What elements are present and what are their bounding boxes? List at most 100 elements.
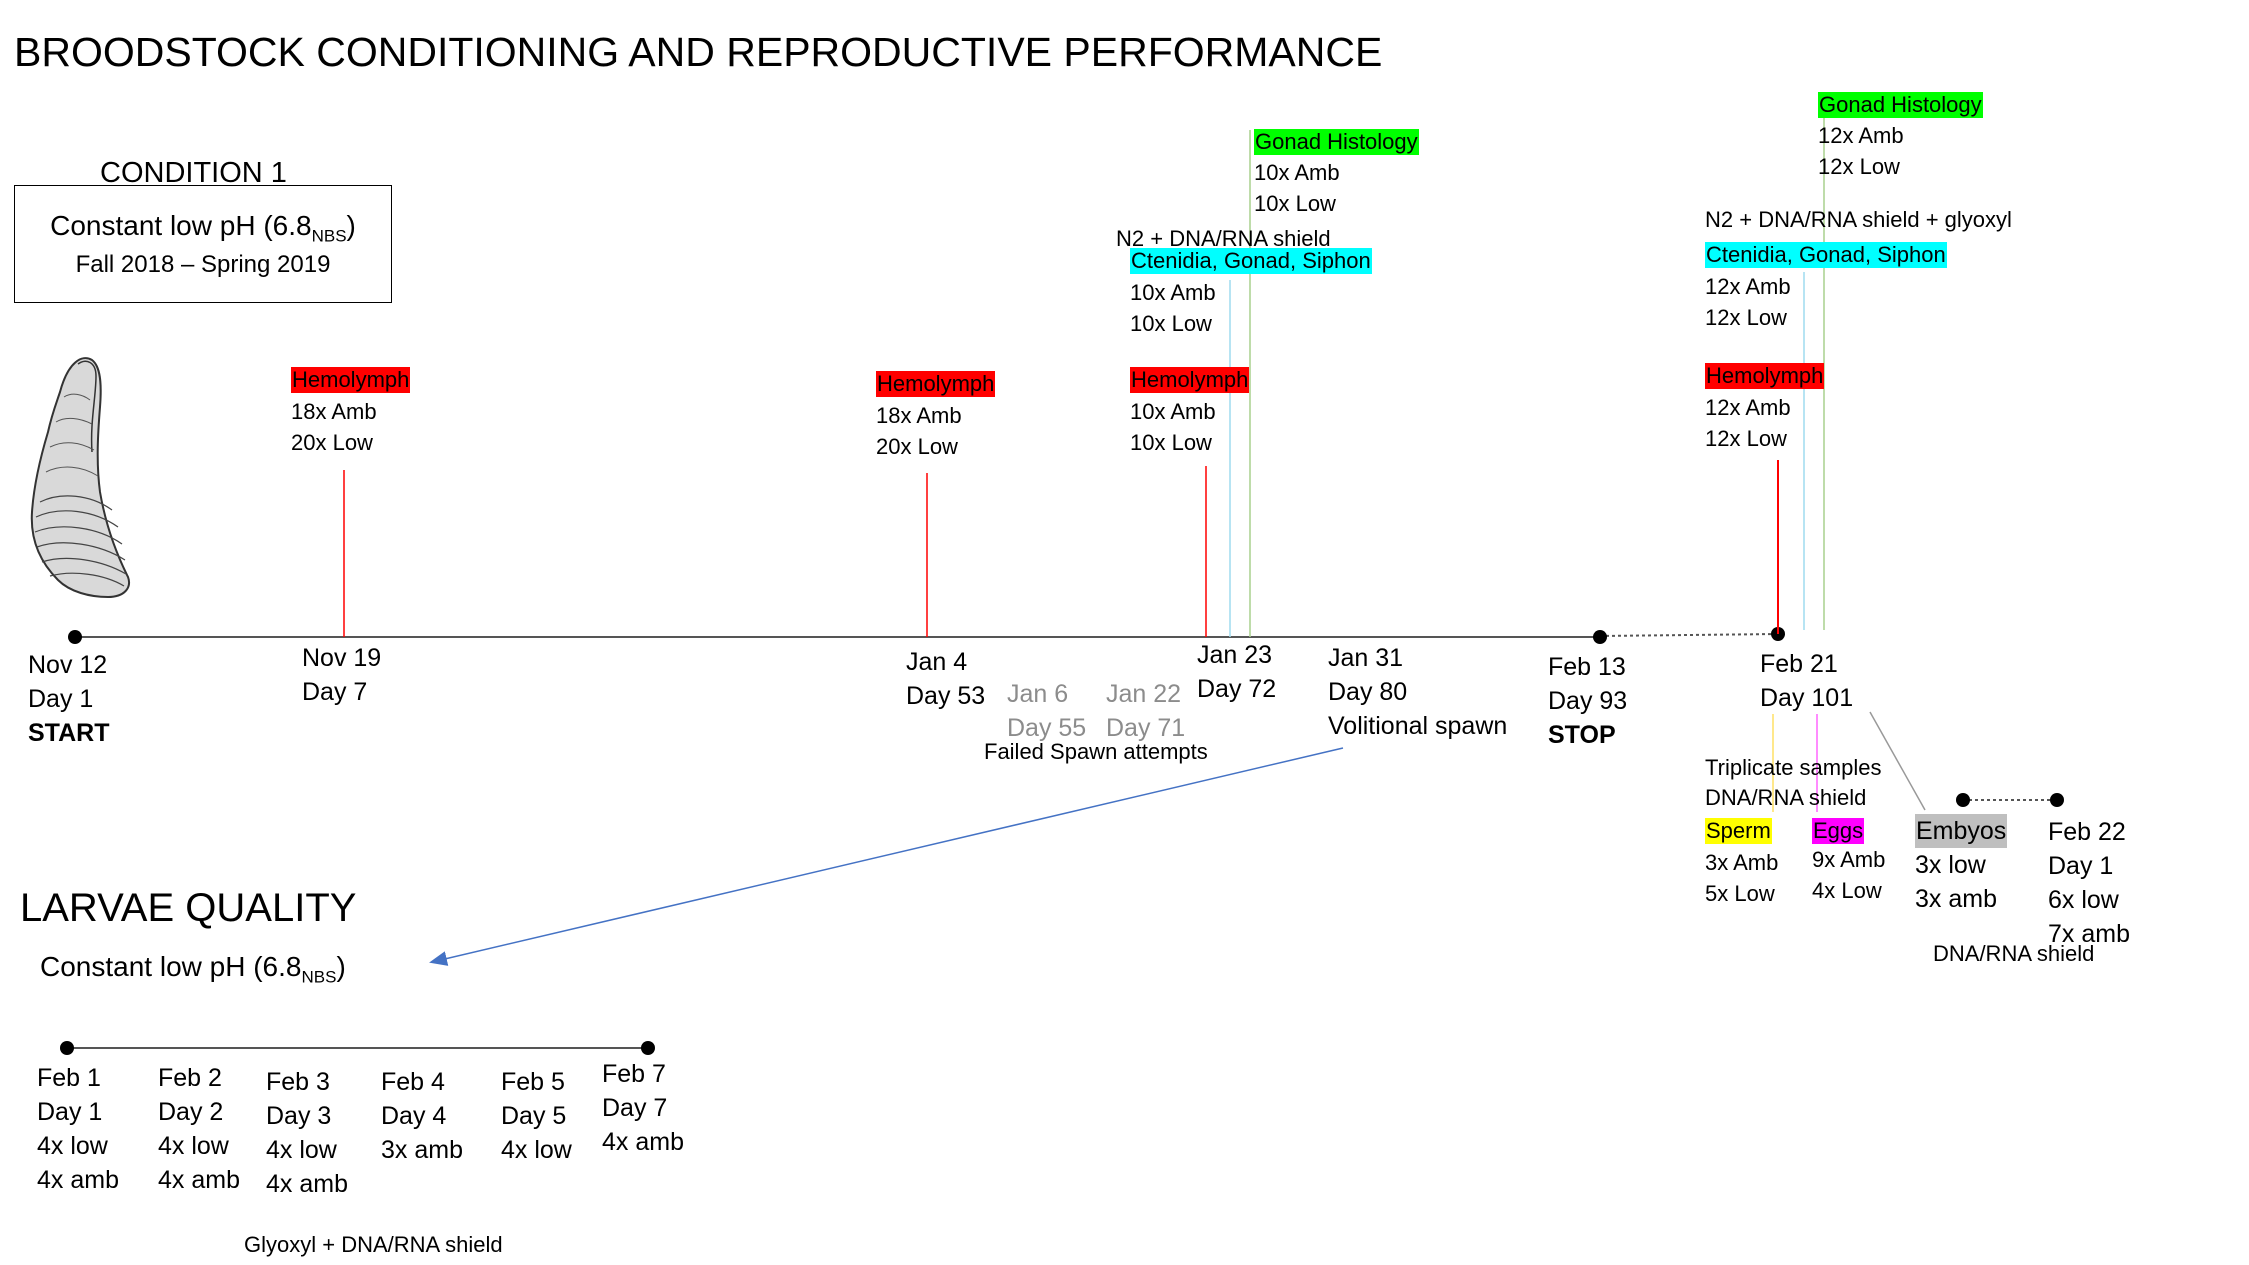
clam-shell-image xyxy=(30,357,130,599)
feb22-samples: Feb 22 Day 1 6x low 7x amb xyxy=(2048,815,2130,951)
sample-count: 10x Low xyxy=(1130,430,1212,455)
larvae-end-dot xyxy=(641,1041,655,1055)
sample-count: 9x Amb xyxy=(1812,847,1886,872)
timeline-label-jan4: Jan 4 Day 53 xyxy=(906,645,985,713)
timeline-label-nov19: Nov 19 Day 7 xyxy=(302,641,381,709)
day-label: Day 1 xyxy=(37,1098,103,1126)
sample-count: 7x amb xyxy=(2048,920,2130,948)
sample-count: 20x Low xyxy=(291,430,373,455)
sample-count: 12x Low xyxy=(1818,154,1900,179)
spawn-to-larvae-arrow xyxy=(429,747,1344,966)
day-label: Day 55 xyxy=(1007,714,1087,742)
sample-count: 12x Low xyxy=(1705,305,1787,330)
sample-count: 12x Amb xyxy=(1818,123,1904,148)
hemolymph-label: Hemolymph xyxy=(1705,363,1825,389)
sample-count: 10x Low xyxy=(1130,311,1212,336)
sample-count: 10x Low xyxy=(1254,191,1336,216)
larvae-day-feb2: Feb 2 Day 2 4x low 4x amb xyxy=(158,1061,240,1197)
condition-period: Fall 2018 – Spring 2019 xyxy=(75,250,331,278)
day-label: Day 53 xyxy=(906,682,986,710)
date-label: Jan 31 xyxy=(1328,644,1404,672)
embryos-connector xyxy=(1869,711,1926,811)
sample-count: 18x Amb xyxy=(291,399,377,424)
timeline-label-nov12: Nov 12 Day 1 START xyxy=(28,648,109,750)
larvae-heading: LARVAE QUALITY xyxy=(20,886,357,930)
sample-count: 3x Amb xyxy=(1705,850,1779,875)
nov19-hemolymph-sample: Hemolymph 18x Amb 20x Low xyxy=(291,367,411,456)
sample-count: 4x low xyxy=(158,1132,229,1160)
sample-count: 4x amb xyxy=(158,1166,240,1194)
date-label: Nov 19 xyxy=(302,644,382,672)
stop-label: STOP xyxy=(1548,721,1616,749)
condition-treatment-sub: NBS xyxy=(311,226,347,246)
sample-count: 6x low xyxy=(2048,886,2119,914)
date-label: Feb 5 xyxy=(501,1068,565,1096)
day-label: Day 101 xyxy=(1760,684,1854,712)
date-label: Feb 2 xyxy=(158,1064,222,1092)
spawn-samples-header: Triplicate samples DNA/RNA shield xyxy=(1705,753,1881,813)
sample-count: 10x Amb xyxy=(1130,280,1216,305)
date-label: Feb 22 xyxy=(2048,818,2126,846)
hemolymph-label: Hemolymph xyxy=(1130,367,1250,393)
sample-count: 12x Low xyxy=(1705,426,1787,451)
day-label: Day 71 xyxy=(1106,714,1186,742)
eggs-sample: Eggs 9x Amb 4x Low xyxy=(1812,818,1885,904)
sample-count: 12x Amb xyxy=(1705,395,1791,420)
jan4-hemolymph-sample: Hemolymph 18x Amb 20x Low xyxy=(876,371,996,460)
sperm-label: Sperm xyxy=(1705,818,1772,844)
feb22-dot xyxy=(2050,793,2064,807)
sample-count: 4x Low xyxy=(1812,878,1882,903)
header-line: Triplicate samples xyxy=(1705,755,1882,780)
sample-count: 3x amb xyxy=(1915,885,1997,913)
larvae-day-feb5: Feb 5 Day 5 4x low xyxy=(501,1065,572,1167)
sample-count: 10x Amb xyxy=(1130,399,1216,424)
failed-spawn-label: Failed Spawn attempts xyxy=(984,739,1208,764)
timeline-label-jan6: Jan 6 Day 55 xyxy=(1007,677,1086,745)
hemolymph-label: Hemolymph xyxy=(876,371,996,397)
sample-count: 18x Amb xyxy=(876,403,962,428)
tissue-label: Ctenidia, Gonad, Siphon xyxy=(1705,242,1947,268)
larvae-treatment: Constant low pH (6.8NBS) xyxy=(40,951,346,994)
start-label: START xyxy=(28,719,110,747)
day-label: Day 1 xyxy=(28,685,94,713)
sample-count: 4x amb xyxy=(266,1170,348,1198)
day-label: Day 93 xyxy=(1548,687,1628,715)
day-label: Day 3 xyxy=(266,1102,332,1130)
sample-count: 4x amb xyxy=(602,1128,684,1156)
eggs-label: Eggs xyxy=(1812,818,1865,844)
embryo-shield-note: DNA/RNA shield xyxy=(1933,941,2095,966)
day-label: Day 2 xyxy=(158,1098,224,1126)
sample-count: 5x Low xyxy=(1705,881,1775,906)
larvae-treatment-sub: NBS xyxy=(301,967,337,987)
timeline-label-feb13: Feb 13 Day 93 STOP xyxy=(1548,650,1627,752)
condition-box: Constant low pH (6.8NBS) Fall 2018 – Spr… xyxy=(14,185,392,303)
date-label: Jan 4 xyxy=(906,648,968,676)
day-label: Day 7 xyxy=(602,1094,668,1122)
timeline-label-feb21: Feb 21 Day 101 xyxy=(1760,647,1853,715)
larvae-treatment-prefix: Constant low pH (6.8 xyxy=(40,951,302,982)
header-line: DNA/RNA shield xyxy=(1705,785,1867,810)
sample-count: 10x Amb xyxy=(1254,160,1340,185)
day-label: Day 4 xyxy=(381,1102,447,1130)
sample-count: 12x Amb xyxy=(1705,274,1791,299)
day-label: Day 80 xyxy=(1328,678,1408,706)
date-label: Feb 3 xyxy=(266,1068,330,1096)
timeline-label-jan31: Jan 31 Day 80 Volitional spawn xyxy=(1328,641,1507,743)
sample-count: 4x low xyxy=(266,1136,337,1164)
sample-count: 4x low xyxy=(501,1136,572,1164)
event-label: Volitional spawn xyxy=(1328,712,1508,740)
condition-heading: CONDITION 1 xyxy=(100,157,287,189)
day-label: Day 1 xyxy=(2048,852,2114,880)
date-label: Jan 23 xyxy=(1197,641,1273,669)
post-stop-dotted-line xyxy=(1599,633,1779,637)
day-label: Day 72 xyxy=(1197,675,1277,703)
jan23-tissue-sample: Ctenidia, Gonad, Siphon 10x Amb 10x Low xyxy=(1130,248,1372,337)
jan23-hemolymph-sample: Hemolymph 10x Amb 10x Low xyxy=(1130,367,1250,456)
feb21-gonad-histology-sample: Gonad Histology 12x Amb 12x Low xyxy=(1818,92,1983,180)
page-title: BROODSTOCK CONDITIONING AND REPRODUCTIVE… xyxy=(14,29,1383,75)
sample-count: 4x low xyxy=(37,1132,108,1160)
gonad-histology-label: Gonad Histology xyxy=(1818,92,1983,118)
stop-dot xyxy=(1593,630,1607,644)
date-label: Feb 4 xyxy=(381,1068,445,1096)
